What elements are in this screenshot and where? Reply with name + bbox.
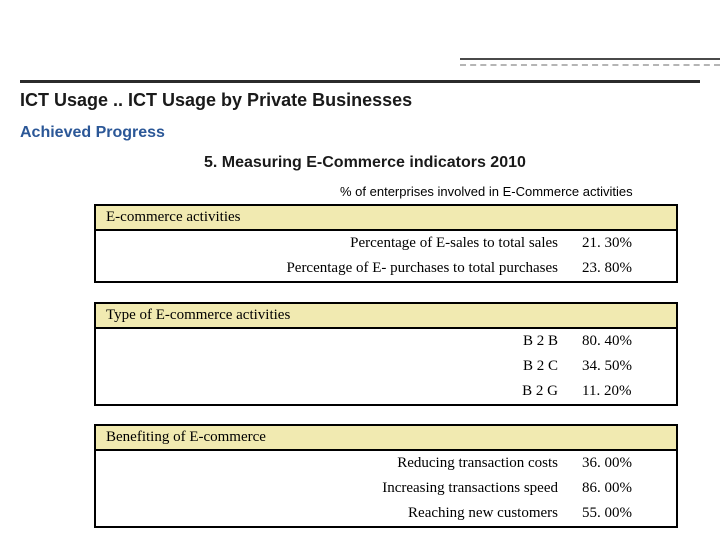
section-heading: 5. Measuring E-Commerce indicators 2010 [204, 154, 526, 172]
table-row: B 2 B 80. 40% [96, 329, 676, 354]
row-value: 23. 80% [582, 260, 668, 277]
row-label: B 2 G [96, 383, 582, 400]
table-row: Reducing transaction costs 36. 00% [96, 451, 676, 476]
group-body: Percentage of E-sales to total sales 21.… [94, 231, 678, 283]
group-body: B 2 B 80. 40% B 2 C 34. 50% B 2 G 11. 20… [94, 329, 678, 406]
table-row: B 2 C 34. 50% [96, 354, 676, 379]
row-value: 86. 00% [582, 480, 668, 497]
group-benefiting: Benefiting of E-commerce Reducing transa… [94, 424, 678, 528]
row-value: 34. 50% [582, 358, 668, 375]
group-header: E-commerce activities [94, 204, 678, 231]
row-label: Reaching new customers [96, 505, 582, 522]
decor-rule-top [460, 58, 720, 60]
table-row: Increasing transactions speed 86. 00% [96, 476, 676, 501]
caption: % of enterprises involved in E-Commerce … [340, 184, 633, 199]
row-label: B 2 C [96, 358, 582, 375]
row-value: 21. 30% [582, 235, 668, 252]
row-label: Percentage of E- purchases to total purc… [96, 260, 582, 277]
row-label: Percentage of E-sales to total sales [96, 235, 582, 252]
table-row: Reaching new customers 55. 00% [96, 501, 676, 526]
row-value: 36. 00% [582, 455, 668, 472]
decor-rule-dash [460, 64, 720, 66]
group-body: Reducing transaction costs 36. 00% Incre… [94, 451, 678, 528]
row-value: 55. 00% [582, 505, 668, 522]
group-type-ecommerce: Type of E-commerce activities B 2 B 80. … [94, 302, 678, 406]
row-value: 11. 20% [582, 383, 668, 400]
row-label: Increasing transactions speed [96, 480, 582, 497]
row-value: 80. 40% [582, 333, 668, 350]
table-row: Percentage of E-sales to total sales 21.… [96, 231, 676, 256]
page-title: ICT Usage .. ICT Usage by Private Busine… [20, 90, 412, 111]
title-divider [20, 80, 700, 83]
row-label: B 2 B [96, 333, 582, 350]
row-label: Reducing transaction costs [96, 455, 582, 472]
table-row: Percentage of E- purchases to total purc… [96, 256, 676, 281]
group-header: Type of E-commerce activities [94, 302, 678, 329]
group-header: Benefiting of E-commerce [94, 424, 678, 451]
table-row: B 2 G 11. 20% [96, 379, 676, 404]
group-ecommerce-activities: E-commerce activities Percentage of E-sa… [94, 204, 678, 283]
page-subtitle: Achieved Progress [20, 124, 165, 142]
